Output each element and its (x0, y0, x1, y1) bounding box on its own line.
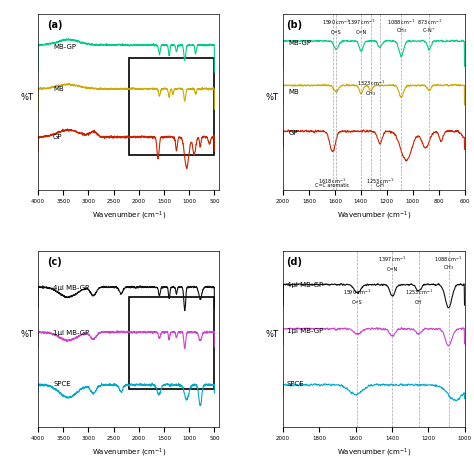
Text: C=N: C=N (356, 30, 367, 35)
Text: 4µl MB-GP: 4µl MB-GP (53, 284, 89, 291)
Bar (128, 297, 214, 389)
X-axis label: Wavenumber (cm$^{-1}$): Wavenumber (cm$^{-1}$) (337, 210, 411, 222)
Text: C=S: C=S (352, 301, 363, 305)
Text: CH: CH (415, 301, 422, 305)
Text: 873 cm$^{-1}$: 873 cm$^{-1}$ (417, 18, 442, 27)
Text: 1590 cm$^{-1}$: 1590 cm$^{-1}$ (344, 288, 371, 297)
Y-axis label: %T: %T (20, 330, 33, 339)
Text: C=S: C=S (331, 30, 341, 35)
Y-axis label: %T: %T (265, 93, 278, 102)
Text: (c): (c) (47, 257, 62, 267)
Text: CH$_3$: CH$_3$ (443, 263, 454, 272)
Text: 1397 cm$^{-1}$: 1397 cm$^{-1}$ (378, 255, 407, 264)
Text: MB-GP: MB-GP (53, 44, 76, 50)
Text: 1253 cm$^{-1}$: 1253 cm$^{-1}$ (366, 177, 394, 186)
Bar (128, 58, 214, 155)
X-axis label: Wavenumber (cm$^{-1}$): Wavenumber (cm$^{-1}$) (91, 210, 166, 222)
X-axis label: Wavenumber (cm$^{-1}$): Wavenumber (cm$^{-1}$) (337, 447, 411, 459)
Text: (d): (d) (287, 257, 302, 267)
X-axis label: Wavenumber (cm$^{-1}$): Wavenumber (cm$^{-1}$) (91, 447, 166, 459)
Text: (b): (b) (287, 20, 303, 30)
Text: 1397 cm$^{-1}$: 1397 cm$^{-1}$ (347, 18, 375, 27)
Text: C=C aromatic: C=C aromatic (315, 183, 350, 188)
Text: MB: MB (53, 85, 64, 91)
Text: MB: MB (288, 89, 299, 95)
Text: 1323 cm$^{-1}$
CH$_3$: 1323 cm$^{-1}$ CH$_3$ (357, 78, 385, 98)
Y-axis label: %T: %T (265, 330, 278, 339)
Text: SPCE: SPCE (53, 382, 71, 387)
Text: C-N$^+$: C-N$^+$ (422, 26, 436, 35)
Text: SPCE: SPCE (287, 382, 304, 387)
Text: 1µl MB-GP: 1µl MB-GP (287, 328, 323, 334)
Text: CH$_3$: CH$_3$ (396, 26, 407, 35)
Text: 1618 cm$^{-1}$: 1618 cm$^{-1}$ (319, 177, 346, 186)
Text: 1590 cm$^{-1}$: 1590 cm$^{-1}$ (322, 18, 350, 27)
Text: 1088 cm$^{-1}$: 1088 cm$^{-1}$ (387, 18, 415, 27)
Text: (a): (a) (47, 20, 63, 30)
Text: 1253 cm$^{-1}$: 1253 cm$^{-1}$ (404, 288, 433, 297)
Text: C=N: C=N (387, 267, 398, 272)
Y-axis label: %T: %T (20, 93, 33, 102)
Text: 1088 cm$^{-1}$: 1088 cm$^{-1}$ (435, 255, 463, 264)
Text: C-H: C-H (375, 183, 384, 188)
Text: 4µl MB-GP: 4µl MB-GP (287, 282, 323, 288)
Text: 1µl MB-GP: 1µl MB-GP (53, 330, 89, 336)
Text: MB-GP: MB-GP (288, 40, 311, 46)
Text: GP: GP (288, 130, 298, 137)
Text: GP: GP (53, 134, 63, 140)
